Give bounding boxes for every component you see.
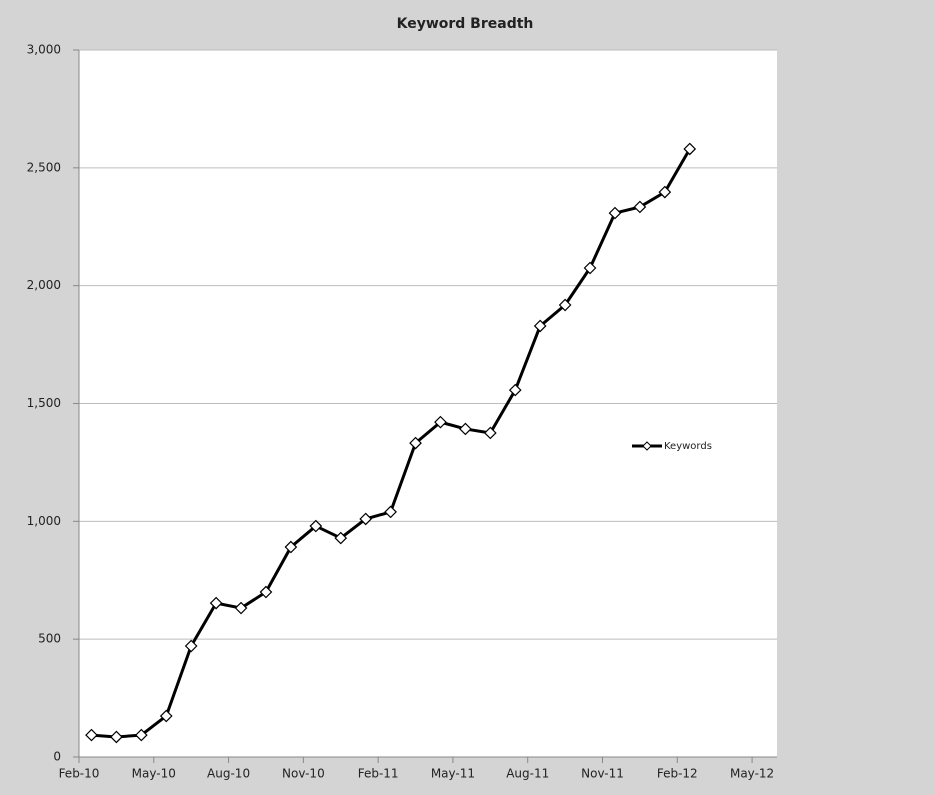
- x-tick-label: Nov-11: [581, 767, 624, 781]
- x-tick-label: Feb-12: [657, 767, 698, 781]
- x-tick-label: Aug-11: [506, 767, 549, 781]
- data-point: [583, 261, 597, 275]
- data-point: [159, 709, 173, 723]
- data-point: [234, 601, 248, 615]
- y-tick-label: 0: [53, 750, 61, 764]
- data-point: [85, 728, 98, 742]
- data-point: [284, 540, 298, 554]
- legend-label: Keywords: [664, 441, 712, 452]
- y-tick-label: 2,500: [27, 160, 61, 174]
- data-point: [384, 505, 397, 519]
- y-tick-label: 500: [38, 632, 61, 646]
- x-tick-label: May-10: [132, 767, 176, 781]
- data-point: [110, 730, 123, 744]
- data-point: [259, 585, 273, 599]
- data-point: [184, 639, 198, 653]
- x-tick-label: Aug-10: [207, 767, 250, 781]
- data-point: [483, 426, 497, 440]
- data-point: [409, 436, 422, 450]
- y-tick-label: 3,000: [27, 43, 61, 57]
- data-point: [608, 206, 622, 220]
- data-point: [508, 383, 522, 397]
- x-tick-label: Feb-11: [358, 767, 399, 781]
- data-point: [359, 512, 373, 526]
- data-point: [209, 596, 223, 610]
- data-point: [633, 200, 647, 214]
- x-tick-label: Nov-10: [282, 767, 325, 781]
- y-tick-label: 1,000: [27, 514, 61, 528]
- legend-marker: [642, 441, 652, 451]
- x-tick-label: May-12: [730, 767, 774, 781]
- data-point: [683, 142, 697, 156]
- x-tick-label: May-11: [431, 767, 475, 781]
- y-tick-label: 1,500: [27, 396, 61, 410]
- data-point: [558, 298, 572, 312]
- chart-title: Keyword Breadth: [397, 16, 534, 32]
- x-tick-label: Feb-10: [59, 767, 100, 781]
- data-point: [134, 728, 148, 742]
- data-point: [459, 422, 472, 436]
- data-point: [533, 319, 547, 333]
- data-point: [434, 415, 447, 429]
- data-point: [334, 531, 348, 545]
- y-tick-label: 2,000: [27, 278, 61, 292]
- data-point: [309, 519, 323, 533]
- data-point: [658, 185, 672, 199]
